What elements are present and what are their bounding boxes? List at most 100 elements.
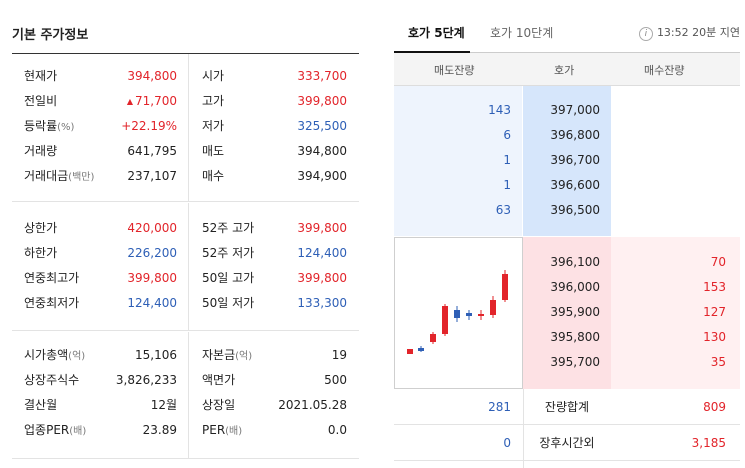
stat-label: PER(배)	[202, 423, 243, 437]
ask-row[interactable]: 6 396,800	[394, 123, 740, 148]
stat-value: 399,800	[297, 221, 347, 235]
ask-qty: 6	[503, 128, 511, 142]
footer-right-value: 809	[703, 400, 726, 414]
stat-value: ▲ 71,700	[126, 94, 177, 108]
stat-label: 상장일	[202, 398, 236, 412]
stat-label: 52주 저가	[202, 246, 255, 260]
stat-value: 325,500	[297, 119, 347, 133]
stat-value: 226,200	[127, 246, 177, 260]
company-stats-section: 시가총액(억) 15,106 자본금(억) 19 상장주식수 3,826,233 액면가 50…	[12, 332, 359, 459]
candle	[418, 346, 424, 352]
bid-row[interactable]: 395,900 127	[523, 300, 740, 325]
after-hours-row: 0 장후시간외 3,185	[394, 425, 740, 461]
delay-time-text: 13:52 20분 지연	[656, 26, 740, 39]
stat-row: 거래량 641,795 매도 394,800	[12, 139, 359, 164]
ask-row[interactable]: 1 396,600	[394, 173, 740, 198]
stat-value: 394,900	[297, 169, 347, 183]
stat-label: 매도	[202, 144, 225, 158]
stat-value: 500	[324, 373, 347, 387]
ask-qty: 1	[503, 153, 511, 167]
candle	[407, 349, 413, 354]
stat-value: 19	[331, 348, 347, 362]
orderbook-panel: 호가 5단계 호가 10단계 i 13:52 20분 지연 매도잔량 호가 매수잔…	[394, 0, 740, 468]
ask-qty: 143	[488, 103, 511, 117]
stat-value: 399,800	[297, 271, 347, 285]
total-remaining-row: 281 잔량합계 809	[394, 389, 740, 425]
header-price: 호가	[554, 64, 575, 77]
column-divider	[188, 332, 189, 459]
stat-value: 641,795	[127, 144, 177, 158]
stat-label: 52주 고가	[202, 221, 255, 235]
stat-row: 업종PER(배) 23.89 PER(배) 0.0	[12, 418, 359, 443]
stat-label: 저가	[202, 119, 225, 133]
bid-price: 395,900	[550, 305, 600, 319]
candlestick-chart-svg	[407, 270, 508, 354]
ask-row[interactable]: 63 396,500	[394, 198, 740, 223]
bid-row[interactable]: 395,700 35	[523, 350, 740, 375]
stat-label: 등락률(%)	[24, 119, 75, 133]
basic-info-panel: 기본 주가정보 현재가 394,800 시가 333,700 전일비 ▲ 71,700 고가 3…	[12, 0, 359, 468]
stat-row: 시가총액(억) 15,106 자본금(억) 19	[12, 343, 359, 368]
ask-row[interactable]: 143 397,000	[394, 98, 740, 123]
footer-label: 장후시간외	[539, 436, 595, 450]
footer-right-value: 3,185	[691, 436, 726, 450]
stat-label: 연중최고가	[24, 271, 80, 285]
ask-row[interactable]: 1 396,700	[394, 148, 740, 173]
stat-row: 상한가 420,000 52주 고가 399,800	[12, 216, 359, 241]
stat-row: 거래대금(백만) 237,107 매수 394,900	[12, 164, 359, 189]
tab-orderbook-10[interactable]: 호가 10단계	[490, 26, 554, 40]
header-buy-qty: 매수잔량	[644, 64, 685, 77]
stat-label: 하한가	[24, 246, 58, 260]
ask-price: 396,600	[550, 178, 600, 192]
stat-label: 연중최저가	[24, 296, 80, 310]
ask-price: 397,000	[550, 103, 600, 117]
info-icon[interactable]: i	[638, 27, 653, 41]
stat-row: 상장주식수 3,826,233 액면가 500	[12, 368, 359, 393]
stat-value: 333,700	[297, 69, 347, 83]
stat-row: 등락률(%) +22.19% 저가 325,500	[12, 114, 359, 139]
stat-label: 자본금(억)	[202, 348, 253, 362]
ask-empty-column	[611, 86, 740, 236]
stat-value: 2021.05.28	[278, 398, 347, 412]
stat-value: +22.19%	[121, 119, 177, 133]
orderbook-header: 매도잔량 호가 매수잔량	[394, 53, 740, 86]
bid-qty: 70	[710, 255, 726, 269]
stat-value: 12월	[150, 398, 177, 412]
ask-price-column	[523, 86, 611, 236]
footer-label: 잔량합계	[544, 400, 590, 414]
bid-row[interactable]: 396,100 70	[523, 250, 740, 275]
stat-value: 23.89	[142, 423, 177, 437]
stat-label: 현재가	[24, 69, 58, 83]
bid-qty: 127	[703, 305, 726, 319]
stat-label: 거래량	[24, 144, 58, 158]
range-stats-section: 상한가 420,000 52주 고가 399,800 하한가 226,200 52주 저가 1…	[12, 203, 359, 331]
tab-divider	[470, 52, 740, 53]
stat-label: 업종PER(배)	[24, 423, 87, 437]
stat-label: 결산월	[24, 398, 58, 412]
price-stats-section: 현재가 394,800 시가 333,700 전일비 ▲ 71,700 고가 399,800 등락…	[12, 54, 359, 202]
basic-info-title: 기본 주가정보	[12, 28, 89, 43]
ask-price: 396,700	[550, 153, 600, 167]
footer-divider	[523, 389, 524, 468]
bid-row[interactable]: 396,000 153	[523, 275, 740, 300]
ask-qty-column	[394, 86, 522, 236]
ask-qty: 63	[495, 203, 511, 217]
bid-qty: 153	[703, 280, 726, 294]
stat-label: 50일 저가	[202, 296, 255, 310]
stat-value: 394,800	[127, 69, 177, 83]
stat-value: 399,800	[127, 271, 177, 285]
candle	[430, 332, 436, 344]
bid-row[interactable]: 395,800 130	[523, 325, 740, 350]
bid-price: 396,000	[550, 280, 600, 294]
bid-qty: 130	[703, 330, 726, 344]
bid-price: 396,100	[550, 255, 600, 269]
stat-label: 상장주식수	[24, 373, 80, 387]
bid-rows: 396,100 70 396,000 153 395,900 127 395,800 130 3…	[394, 237, 740, 389]
stat-value: 420,000	[127, 221, 177, 235]
stat-value: 124,400	[297, 246, 347, 260]
candle	[442, 304, 448, 336]
tab-orderbook-5[interactable]: 호가 5단계	[408, 26, 465, 40]
stat-value: 3,826,233	[115, 373, 177, 387]
column-divider	[188, 203, 189, 331]
footer-left-value: 281	[488, 400, 511, 414]
